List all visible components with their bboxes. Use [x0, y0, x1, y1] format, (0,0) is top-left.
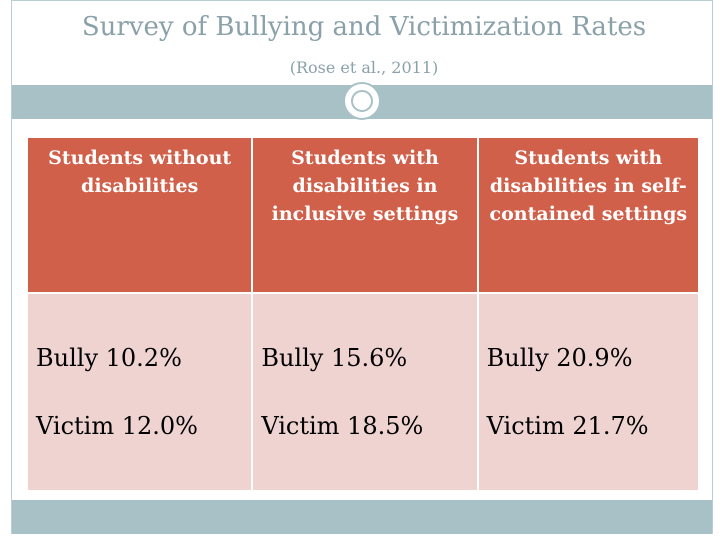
slide-subtitle: (Rose et al., 2011): [289, 58, 439, 77]
slide-title: Survey of Bullying and Victimization Rat…: [81, 12, 647, 42]
cell-without-disabilities: Bully 10.2% Victim 12.0%: [25, 292, 254, 492]
header-self-contained-settings: Students with disabilities in self-conta…: [476, 136, 701, 294]
bully-rate: Bully 15.6%: [261, 344, 408, 372]
results-table: Students without disabilities Students w…: [25, 136, 701, 492]
bottom-divider-band: [12, 500, 712, 534]
cell-inclusive-settings: Bully 15.6% Victim 18.5%: [251, 292, 479, 492]
header-without-disabilities: Students without disabilities: [25, 136, 254, 294]
ring-ornament-icon: [343, 82, 381, 120]
table-row: Bully 10.2% Victim 12.0% Bully 15.6% Vic…: [25, 292, 701, 492]
bully-rate: Bully 20.9%: [486, 344, 633, 372]
victim-rate: Victim 18.5%: [261, 412, 424, 440]
header-inclusive-settings: Students with disabilities in inclusive …: [251, 136, 479, 294]
victim-rate: Victim 12.0%: [36, 412, 198, 440]
bully-rate: Bully 10.2%: [36, 344, 182, 372]
cell-self-contained-settings: Bully 20.9% Victim 21.7%: [476, 292, 701, 492]
table-header-row: Students without disabilities Students w…: [25, 136, 701, 294]
victim-rate: Victim 21.7%: [486, 412, 649, 440]
